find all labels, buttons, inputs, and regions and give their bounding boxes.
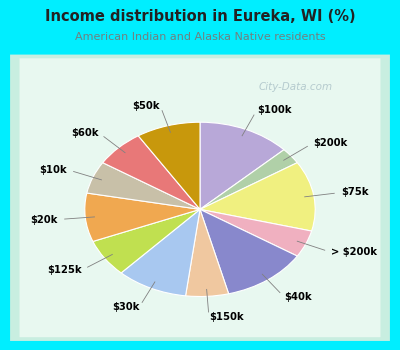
Wedge shape <box>200 209 297 294</box>
FancyBboxPatch shape <box>8 52 392 343</box>
Text: $100k: $100k <box>257 105 291 115</box>
Text: > $200k: > $200k <box>331 247 377 257</box>
Wedge shape <box>200 209 312 256</box>
Text: $150k: $150k <box>209 312 244 322</box>
Text: $40k: $40k <box>284 292 312 302</box>
Wedge shape <box>200 163 315 231</box>
Wedge shape <box>121 209 200 296</box>
Wedge shape <box>93 209 200 273</box>
Wedge shape <box>85 193 200 242</box>
FancyBboxPatch shape <box>20 58 380 337</box>
Text: $75k: $75k <box>341 188 368 197</box>
Wedge shape <box>186 209 229 296</box>
Text: Income distribution in Eureka, WI (%): Income distribution in Eureka, WI (%) <box>45 9 355 24</box>
Text: City-Data.com: City-Data.com <box>259 82 333 92</box>
Text: American Indian and Alaska Native residents: American Indian and Alaska Native reside… <box>75 32 325 42</box>
Text: $10k: $10k <box>40 164 67 175</box>
Wedge shape <box>87 163 200 209</box>
Wedge shape <box>138 122 200 209</box>
Wedge shape <box>200 150 297 209</box>
Wedge shape <box>103 136 200 209</box>
Text: $50k: $50k <box>133 100 160 111</box>
Text: $60k: $60k <box>72 128 99 138</box>
Text: $20k: $20k <box>30 215 58 225</box>
Text: $200k: $200k <box>313 138 347 148</box>
Text: $125k: $125k <box>47 265 82 275</box>
Text: $30k: $30k <box>112 302 139 312</box>
Wedge shape <box>200 122 284 209</box>
